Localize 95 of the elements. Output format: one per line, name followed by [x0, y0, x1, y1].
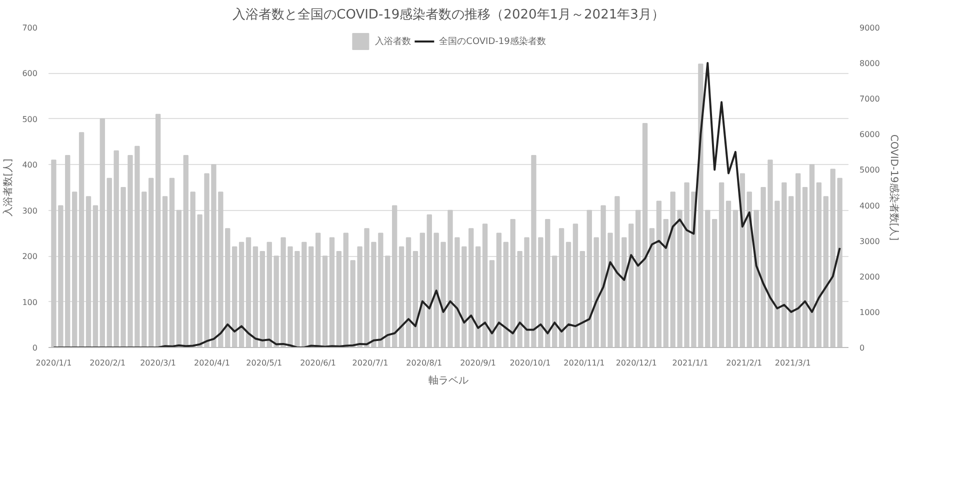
bar — [552, 256, 558, 348]
y-tick-label: 600 — [22, 69, 38, 78]
y2-axis-title: COVID-19感染者数[人] — [888, 134, 900, 241]
bar — [329, 237, 335, 348]
x-tick-label: 2021/1/1 — [672, 358, 708, 368]
y-tick-label: 700 — [22, 24, 38, 32]
line-series — [52, 62, 841, 348]
bar — [322, 256, 328, 348]
y2-tick-label: 1000 — [860, 308, 880, 317]
y-tick-label: 0 — [32, 344, 38, 352]
y-tick-label: 500 — [22, 114, 38, 124]
bar — [740, 173, 745, 348]
x-tick-label: 2020/9/1 — [460, 358, 496, 368]
x-tick-label: 2020/8/1 — [406, 358, 442, 368]
bar — [260, 251, 265, 348]
y-tick-label: 300 — [22, 206, 38, 216]
bar — [489, 260, 495, 348]
bar — [635, 210, 641, 348]
y-axis-title: 入浴者数[人] — [2, 158, 14, 216]
bar — [183, 155, 188, 348]
bar — [148, 178, 154, 348]
x-tick-label: 2020/12/1 — [616, 358, 657, 368]
bar — [482, 224, 488, 348]
chart-title: 入浴者数と全国のCOVID-19感染者数の推移（2020年1月～2021年3月） — [232, 8, 664, 22]
y2-tick-label: 3000 — [860, 236, 880, 246]
bar — [809, 164, 815, 348]
bar — [232, 246, 238, 348]
legend-label: 全国のCOVID-19感染者数 — [439, 36, 546, 48]
y2-tick-label: 8000 — [860, 59, 880, 68]
bar — [802, 187, 808, 348]
x-tick-label: 2020/3/1 — [140, 358, 176, 368]
y-tick-label: 100 — [22, 298, 38, 307]
x-tick-label: 2020/1/1 — [36, 358, 72, 368]
x-tick-label: 2020/2/1 — [90, 358, 126, 368]
bar — [718, 182, 724, 348]
bar — [246, 237, 252, 348]
x-tick-label: 2021/2/1 — [726, 358, 762, 368]
bar — [169, 178, 175, 348]
x-axis-title: 軸ラベル — [428, 374, 468, 386]
y2-tick-label: 7000 — [860, 94, 880, 104]
bar — [468, 228, 474, 348]
x-tick-label: 2020/4/1 — [194, 358, 230, 368]
bar — [642, 123, 648, 348]
y2-tick-label: 5000 — [860, 166, 880, 175]
bar — [649, 228, 655, 348]
bar — [398, 246, 404, 348]
y2-tick-label: 0 — [860, 344, 865, 352]
bar — [315, 232, 321, 348]
bar — [580, 251, 585, 348]
y2-tick-label: 6000 — [860, 130, 880, 140]
y2-tick-label: 2000 — [860, 272, 880, 282]
bar — [566, 242, 572, 348]
x-tick-label: 2020/5/1 — [246, 358, 282, 368]
x-tick-label: 2020/10/1 — [510, 358, 551, 368]
bar — [176, 210, 182, 348]
bar — [558, 228, 564, 348]
bar — [712, 219, 718, 348]
x-tick-label: 2020/6/1 — [300, 358, 336, 368]
bar — [572, 224, 578, 348]
bar — [656, 200, 662, 348]
bar — [628, 224, 634, 348]
bar — [336, 251, 342, 348]
bar — [420, 232, 425, 348]
x-tick-label: 2021/3/1 — [774, 358, 811, 368]
y-tick-label: 400 — [22, 160, 38, 170]
bar — [475, 246, 481, 348]
bar — [100, 118, 105, 348]
bar — [238, 242, 244, 348]
bar — [86, 196, 92, 348]
x-tick-label: 2020/11/1 — [564, 358, 605, 368]
bar — [406, 237, 412, 348]
y2-tick-label: 9000 — [860, 24, 880, 32]
bar — [823, 196, 828, 348]
bar — [78, 132, 84, 348]
bar — [503, 242, 508, 348]
bar — [92, 205, 98, 348]
bar — [155, 114, 161, 348]
legend-label: 入浴者数 — [375, 36, 412, 48]
bar — [816, 182, 822, 348]
bar — [162, 196, 168, 348]
bar — [392, 205, 398, 348]
bar — [308, 246, 314, 348]
bar — [343, 232, 348, 348]
bar — [732, 210, 738, 348]
bar — [252, 246, 258, 348]
bar — [726, 200, 732, 348]
y-tick-label: 200 — [22, 252, 38, 262]
y2-tick-label: 4000 — [860, 201, 880, 210]
bar — [788, 196, 794, 348]
x-tick-label: 2020/7/1 — [352, 358, 388, 368]
bar — [412, 251, 418, 348]
bar — [663, 219, 668, 348]
bar — [72, 192, 78, 348]
bar — [795, 173, 801, 348]
bar — [496, 232, 502, 348]
